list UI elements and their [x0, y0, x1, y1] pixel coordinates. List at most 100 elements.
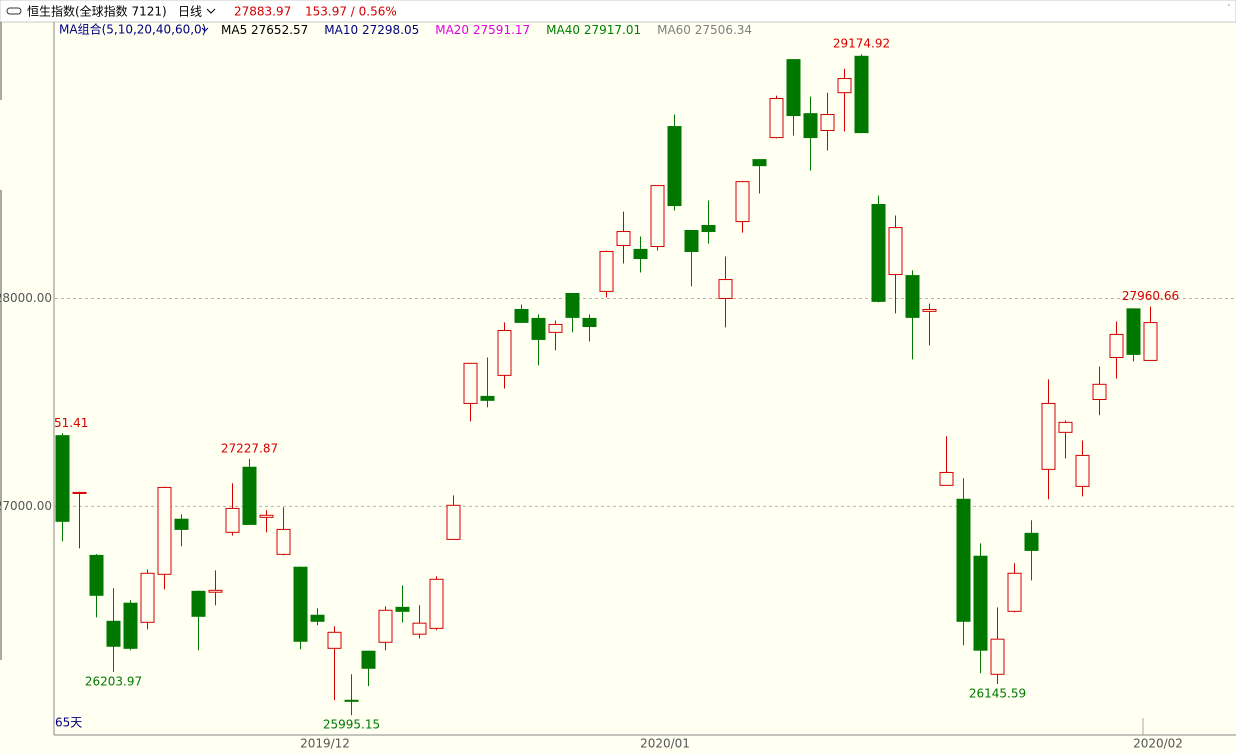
candle-body: [718, 279, 733, 299]
candle-body: [956, 498, 971, 622]
candle-body: [871, 204, 886, 302]
candle-body: [174, 518, 189, 530]
period-count: 65天: [55, 716, 82, 730]
candle-body: [1041, 402, 1056, 470]
candle-body: [582, 317, 597, 328]
candle-body: [1143, 322, 1158, 361]
candle-body: [310, 614, 325, 622]
candle-body: [293, 566, 308, 642]
instrument-title[interactable]: 恒生指数(全球指数 7121): [27, 4, 167, 19]
high-label: 29174.92: [833, 37, 890, 51]
candle-body: [344, 699, 359, 702]
high-label: 51.41: [54, 416, 88, 430]
candle-body: [973, 555, 988, 651]
y-tick-label: 28000.00: [0, 291, 52, 305]
ma-value: 27298.05: [362, 23, 419, 37]
candle-body: [922, 308, 937, 312]
candle-body: [1109, 333, 1124, 359]
high-label: 27960.66: [1122, 289, 1179, 303]
candle-body: [684, 229, 699, 252]
candle-body: [888, 227, 903, 276]
candle-body: [1058, 421, 1073, 433]
candle-body: [752, 159, 767, 167]
dropdown-arrow[interactable]: [206, 8, 216, 14]
candle-body: [259, 514, 274, 518]
candle-body: [72, 491, 87, 494]
ma-legend-item: MA10 27298.05: [324, 23, 419, 37]
candle-body: [106, 620, 121, 647]
ma-name: MA60: [657, 23, 691, 37]
candle-body: [548, 323, 563, 333]
candle-body: [463, 362, 478, 404]
candle-body: [650, 185, 665, 248]
header-bar: [0, 0, 1236, 23]
ma-name: MA40: [546, 23, 580, 37]
low-label: 25995.15: [323, 718, 380, 732]
candle-body: [446, 504, 461, 540]
candle-body: [599, 250, 614, 292]
candle-body: [412, 622, 427, 635]
candle-body: [242, 466, 257, 525]
candle-body: [514, 308, 529, 323]
candle-body: [1092, 383, 1107, 400]
low-label: 26203.97: [85, 674, 142, 688]
candle-body: [735, 181, 750, 223]
candle-body: [276, 528, 291, 555]
candle-body: [361, 650, 376, 669]
y-tick-label: 27000.00: [0, 499, 52, 513]
candle-body: [378, 609, 393, 643]
ma-legend-item: MA60 27506.34: [657, 23, 752, 37]
period-select[interactable]: 日线: [178, 5, 202, 19]
dropdown-arrow[interactable]: [201, 27, 209, 32]
last-price: 27883.97: [234, 5, 291, 19]
candle-body: [429, 578, 444, 629]
ma-legend-title[interactable]: MA组合(5,10,20,40,60,0): [59, 22, 206, 37]
ma-legend-item: MA5 27652.57: [221, 23, 308, 37]
high-label: 27227.87: [221, 441, 278, 455]
ma-value: 27506.34: [695, 23, 752, 37]
candle-body: [1075, 454, 1090, 487]
candle-body: [480, 395, 495, 401]
candle-body: [616, 231, 631, 246]
candle-body: [1007, 572, 1022, 612]
candle-body: [55, 435, 70, 522]
candle-body: [531, 317, 546, 340]
candle-body: [1024, 532, 1039, 551]
ma-value: 27917.01: [584, 23, 641, 37]
ma-legend-item: MA20 27591.17: [435, 23, 530, 37]
x-axis-label: 2019/12: [300, 737, 350, 751]
candle-body: [225, 507, 240, 533]
ma-legend-item: MA40 27917.01: [546, 23, 641, 37]
candle-body: [701, 225, 716, 233]
candle-body: [939, 471, 954, 486]
candle-body: [633, 248, 648, 260]
candle-body: [854, 55, 869, 134]
low-label: 26145.59: [969, 686, 1026, 700]
x-axis-label: 2020/01: [640, 737, 690, 751]
ma-value: 27652.57: [251, 23, 308, 37]
candle-body: [786, 59, 801, 117]
candle-body: [123, 602, 138, 649]
candle-body: [89, 554, 104, 596]
price-change: 153.97 / 0.56%: [305, 5, 397, 19]
candle-body: [497, 329, 512, 376]
candle-body: [395, 606, 410, 612]
candle-body: [208, 589, 223, 593]
candle-body: [327, 631, 342, 649]
candle-body: [769, 97, 784, 139]
candle-body: [191, 590, 206, 617]
x-axis-label: 2020/02: [1133, 737, 1183, 751]
candle-body: [990, 638, 1005, 675]
ma-name: MA10: [324, 23, 358, 37]
ma-name: MA20: [435, 23, 469, 37]
ma-name: MA5: [221, 23, 247, 37]
candle-body: [1126, 308, 1141, 355]
candle-body: [667, 126, 682, 207]
candle-body: [837, 78, 852, 94]
icon: [6, 7, 22, 15]
candle-body: [157, 486, 172, 575]
ma-value: 27591.17: [473, 23, 530, 37]
candle-body: [905, 275, 920, 318]
